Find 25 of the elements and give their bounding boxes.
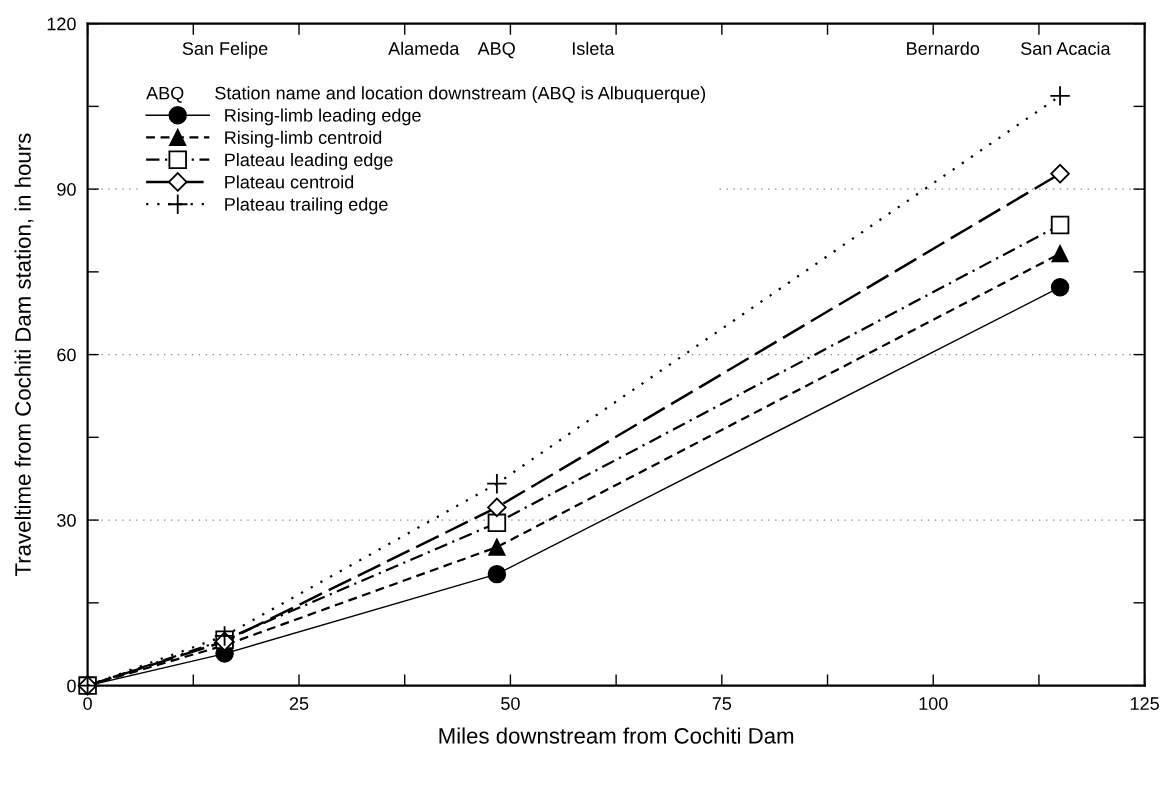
y-tick-label: 120	[47, 17, 76, 31]
y-axis-title: Traveltime from Cochiti Dam station, in hours	[14, 133, 34, 576]
annotation: Bernardo	[907, 41, 980, 55]
legend-label: Plateau centroid	[225, 175, 354, 189]
y-tick-label: 0	[67, 679, 76, 693]
annotation: Alameda	[388, 41, 460, 55]
y-tick-label: 90	[57, 183, 76, 196]
legend-label: Rising-limb centroid	[225, 130, 382, 148]
x-axis-title: Miles downstream from Cochiti Dam	[439, 727, 794, 744]
x-tick-label: 75	[712, 697, 732, 710]
annotation: San Felipe	[182, 41, 268, 59]
x-tick-label: 100	[919, 697, 948, 710]
y-tick-label: 30	[57, 514, 76, 527]
legend-title: ABQ Station name and location downstream (ABQ is Albuquerque)	[146, 86, 706, 104]
legend-label: Plateau leading edge	[225, 152, 393, 170]
x-tick-label: 125	[1130, 697, 1159, 710]
annotation: ABQ	[477, 42, 515, 59]
y-tick-label: 60	[57, 348, 76, 362]
annotation: San Acacia	[1021, 41, 1111, 55]
legend-label: Plateau trailing edge	[225, 197, 388, 215]
x-tick-label: 25	[289, 697, 309, 710]
annotation: Isleta	[572, 41, 615, 55]
legend-label: Rising-limb leading edge	[225, 108, 421, 126]
x-tick-label: 0	[83, 697, 92, 710]
x-tick-label: 50	[501, 697, 520, 710]
